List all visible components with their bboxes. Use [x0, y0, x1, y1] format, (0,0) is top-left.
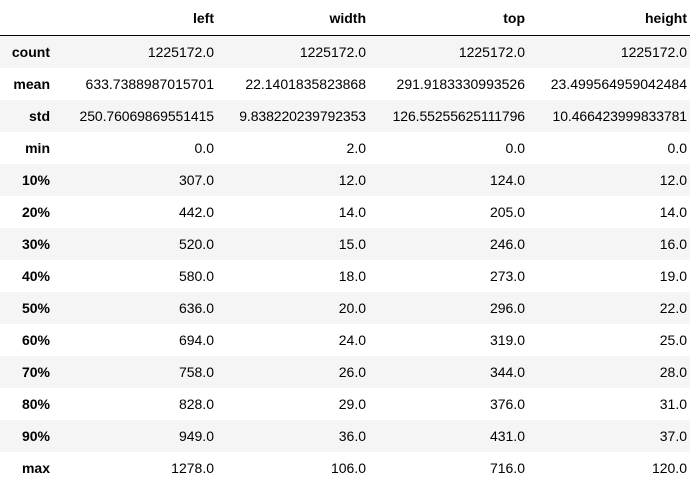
table-cell: 296.0 — [489, 300, 525, 316]
row-label: std — [29, 108, 50, 124]
table-cell: 633.7388987015701 — [85, 76, 214, 92]
table-row: 90% 949.0 36.0 431.0 37.0 — [0, 420, 690, 452]
table-cell: 124.0 — [489, 172, 525, 188]
table-cell: 10.466423999833781 — [552, 108, 688, 124]
table-cell: 758.0 — [178, 364, 214, 380]
table-cell: 307.0 — [178, 172, 214, 188]
header-row: left width top height — [0, 0, 690, 36]
table-cell: 106.0 — [330, 460, 366, 476]
table-cell: 1278.0 — [171, 460, 214, 476]
table-row: 70% 758.0 26.0 344.0 28.0 — [0, 356, 690, 388]
table-cell: 376.0 — [489, 396, 525, 412]
column-header-height: height — [528, 0, 690, 36]
table-cell: 636.0 — [178, 300, 214, 316]
table-cell: 28.0 — [659, 364, 687, 380]
table-row: 20% 442.0 14.0 205.0 14.0 — [0, 196, 690, 228]
table-cell: 20.0 — [338, 300, 366, 316]
row-label: mean — [13, 76, 50, 92]
table-cell: 22.1401835823868 — [245, 76, 366, 92]
table-row: 50% 636.0 20.0 296.0 22.0 — [0, 292, 690, 324]
table-cell: 29.0 — [338, 396, 366, 412]
table-cell: 828.0 — [178, 396, 214, 412]
table-row: mean 633.7388987015701 22.1401835823868 … — [0, 68, 690, 100]
table-body: count 1225172.0 1225172.0 1225172.0 1225… — [0, 35, 690, 484]
table-cell: 716.0 — [489, 460, 525, 476]
table-cell: 15.0 — [338, 236, 366, 252]
table-cell: 9.838220239792353 — [239, 108, 366, 124]
table-cell: 0.0 — [194, 140, 214, 156]
table-cell: 1225172.0 — [458, 44, 525, 60]
row-label: 80% — [21, 396, 50, 412]
table-cell: 1225172.0 — [147, 44, 214, 60]
table-cell: 12.0 — [659, 172, 687, 188]
table-cell: 580.0 — [178, 268, 214, 284]
row-label: 10% — [21, 172, 50, 188]
table-cell: 26.0 — [338, 364, 366, 380]
table-cell: 18.0 — [338, 268, 366, 284]
table-row: count 1225172.0 1225172.0 1225172.0 1225… — [0, 35, 690, 68]
table-cell: 36.0 — [338, 428, 366, 444]
row-label: min — [25, 140, 50, 156]
table-cell: 949.0 — [178, 428, 214, 444]
table-row: 60% 694.0 24.0 319.0 25.0 — [0, 324, 690, 356]
table-cell: 344.0 — [489, 364, 525, 380]
row-label: 90% — [21, 428, 50, 444]
row-label: 50% — [21, 300, 50, 316]
row-label: 40% — [21, 268, 50, 284]
table-row: 30% 520.0 15.0 246.0 16.0 — [0, 228, 690, 260]
table-cell: 25.0 — [659, 332, 687, 348]
table-cell: 0.0 — [505, 140, 525, 156]
table-row: 80% 828.0 29.0 376.0 31.0 — [0, 388, 690, 420]
table-cell: 19.0 — [659, 268, 687, 284]
table-cell: 520.0 — [178, 236, 214, 252]
row-label: max — [21, 460, 50, 476]
table-cell: 0.0 — [667, 140, 687, 156]
table-cell: 16.0 — [659, 236, 687, 252]
table-cell: 120.0 — [651, 460, 687, 476]
table-cell: 37.0 — [659, 428, 687, 444]
table-cell: 246.0 — [489, 236, 525, 252]
row-label: count — [11, 44, 50, 60]
table-row: min 0.0 2.0 0.0 0.0 — [0, 132, 690, 164]
table-cell: 1225172.0 — [299, 44, 366, 60]
table-cell: 442.0 — [178, 204, 214, 220]
table-row: max 1278.0 106.0 716.0 120.0 — [0, 452, 690, 484]
table-cell: 250.76069869551415 — [79, 108, 215, 124]
row-label: 30% — [21, 236, 50, 252]
table-cell: 23.499564959042484 — [550, 76, 687, 92]
table-cell: 24.0 — [338, 332, 366, 348]
column-header-top: top — [369, 0, 528, 36]
table-row: std 250.76069869551415 9.838220239792353… — [0, 100, 690, 132]
index-header — [0, 0, 60, 36]
table-row: 10% 307.0 12.0 124.0 12.0 — [0, 164, 690, 196]
table-cell: 2.0 — [346, 140, 366, 156]
table-cell: 31.0 — [659, 396, 687, 412]
table-cell: 205.0 — [489, 204, 525, 220]
table-cell: 22.0 — [659, 300, 687, 316]
table-cell: 431.0 — [489, 428, 525, 444]
row-label: 20% — [21, 204, 50, 220]
table-header: left width top height — [0, 0, 690, 36]
table-cell: 14.0 — [659, 204, 687, 220]
table-cell: 291.9183330993526 — [396, 76, 525, 92]
table-cell: 319.0 — [489, 332, 525, 348]
table-cell: 14.0 — [338, 204, 366, 220]
table-cell: 126.55255625111796 — [392, 108, 525, 124]
table-cell: 12.0 — [338, 172, 366, 188]
row-label: 60% — [21, 332, 50, 348]
column-header-left: left — [60, 0, 217, 36]
table-cell: 694.0 — [178, 332, 214, 348]
table-cell: 1225172.0 — [620, 44, 687, 60]
table-cell: 273.0 — [489, 268, 525, 284]
row-label: 70% — [21, 364, 50, 380]
column-header-width: width — [217, 0, 369, 36]
table-row: 40% 580.0 18.0 273.0 19.0 — [0, 260, 690, 292]
